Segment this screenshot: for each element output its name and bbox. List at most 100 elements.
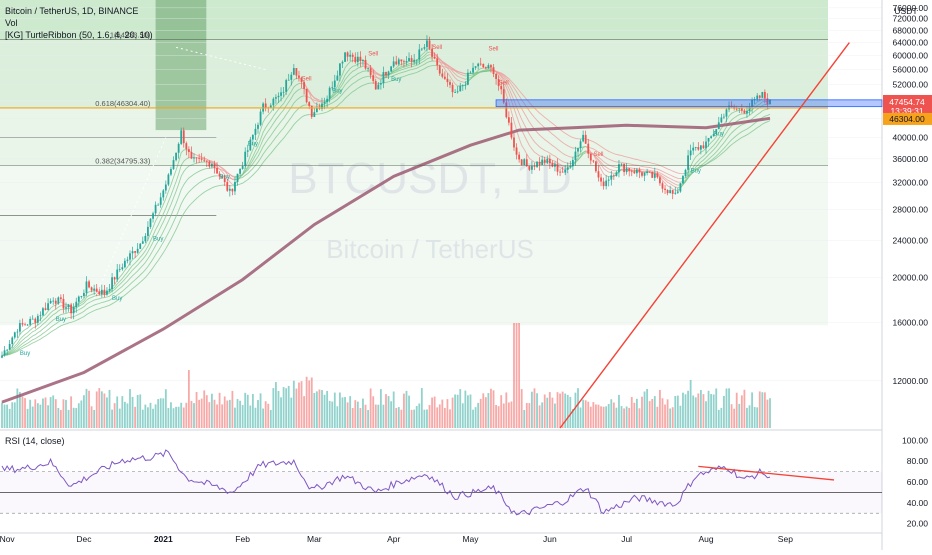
volume-bar bbox=[754, 407, 756, 428]
volume-bar bbox=[595, 404, 597, 428]
volume-bar bbox=[756, 407, 758, 428]
candle-body bbox=[342, 62, 344, 64]
volume-bar bbox=[224, 396, 226, 428]
candle-body bbox=[296, 68, 298, 76]
candle-body bbox=[73, 307, 75, 313]
candle-body bbox=[272, 99, 274, 106]
rsi-legend[interactable]: RSI (14, close) bbox=[5, 436, 65, 446]
candle-body bbox=[27, 325, 29, 326]
volume-bar bbox=[715, 388, 717, 428]
candle-body bbox=[546, 159, 548, 163]
candle-body bbox=[188, 149, 190, 152]
volume-bar bbox=[242, 405, 244, 428]
turtle-ribbon-legend[interactable]: [KG] TurtleRibbon (50, 1.6, 4, 20, 10) bbox=[5, 30, 153, 40]
candle-body bbox=[439, 65, 441, 73]
volume-bar bbox=[183, 408, 185, 428]
candle-body bbox=[700, 145, 702, 149]
watermark-name: Bitcoin / TetherUS bbox=[326, 234, 534, 264]
volume-bar bbox=[96, 391, 98, 428]
candle-body bbox=[334, 81, 336, 88]
candle-body bbox=[744, 111, 746, 114]
candle-body bbox=[708, 138, 710, 142]
volume-bar bbox=[147, 407, 149, 428]
volume-bar bbox=[705, 401, 707, 428]
volume-bar bbox=[55, 399, 57, 428]
volume-bar bbox=[600, 406, 602, 428]
candle-body bbox=[616, 172, 618, 176]
candle-body bbox=[680, 183, 682, 191]
candle-body bbox=[32, 319, 34, 320]
candle-body bbox=[682, 176, 684, 183]
candle-body bbox=[449, 82, 451, 85]
candle-body bbox=[447, 79, 449, 82]
time-tick-label: Mar bbox=[307, 534, 322, 544]
candle-body bbox=[495, 74, 497, 79]
candle-body bbox=[644, 173, 646, 176]
candle-body bbox=[106, 291, 108, 295]
volume-bar bbox=[19, 392, 21, 428]
candle-body bbox=[610, 175, 612, 179]
candle-body bbox=[357, 57, 359, 62]
volume-bar bbox=[188, 370, 190, 428]
highlight-column bbox=[156, 0, 207, 130]
volume-bar bbox=[257, 400, 259, 428]
volume-bar bbox=[393, 391, 395, 428]
volume-bar bbox=[687, 391, 689, 428]
volume-bar bbox=[32, 407, 34, 428]
candle-body bbox=[398, 59, 400, 64]
symbol-title[interactable]: Bitcoin / TetherUS, 1D, BINANCE bbox=[5, 6, 138, 16]
volume-bar bbox=[452, 398, 454, 428]
candle-body bbox=[585, 135, 587, 144]
candle-body bbox=[11, 338, 13, 344]
volume-bar bbox=[418, 404, 420, 428]
candle-body bbox=[34, 319, 36, 323]
volume-bar bbox=[585, 400, 587, 428]
time-tick-label: Feb bbox=[235, 534, 250, 544]
candle-body bbox=[674, 193, 676, 194]
candle-body bbox=[170, 169, 172, 175]
volume-bar bbox=[767, 400, 769, 428]
candle-body bbox=[293, 68, 295, 75]
volume-bar bbox=[219, 393, 221, 428]
candle-body bbox=[134, 251, 136, 253]
candle-body bbox=[761, 92, 763, 98]
volume-bar bbox=[710, 394, 712, 428]
volume-bar bbox=[677, 396, 679, 428]
target-zone-middle bbox=[0, 40, 828, 108]
volume-bar bbox=[534, 388, 536, 428]
volume-bar bbox=[626, 406, 628, 428]
candle-body bbox=[55, 301, 57, 304]
candle-body bbox=[203, 160, 205, 161]
volume-bar bbox=[718, 410, 720, 428]
time-tick-label: Jun bbox=[543, 534, 557, 544]
candle-body bbox=[88, 281, 90, 287]
candle-body bbox=[252, 135, 254, 140]
volume-bar bbox=[493, 390, 495, 428]
candle-body bbox=[472, 68, 474, 73]
candle-body bbox=[142, 241, 144, 243]
candle-body bbox=[462, 85, 464, 86]
volume-bar bbox=[623, 408, 625, 428]
time-tick-label: 2021 bbox=[154, 534, 173, 544]
volume-bar bbox=[101, 391, 103, 428]
candle-body bbox=[429, 40, 431, 48]
candle-body bbox=[19, 323, 21, 332]
volume-legend[interactable]: Vol bbox=[5, 18, 18, 28]
volume-bar bbox=[390, 401, 392, 428]
candle-body bbox=[749, 107, 751, 111]
candle-body bbox=[362, 60, 364, 61]
volume-bar bbox=[265, 401, 267, 428]
candle-body bbox=[697, 147, 699, 150]
price-tick-label: 52000.00 bbox=[893, 80, 929, 90]
candle-body bbox=[595, 161, 597, 171]
candle-body bbox=[493, 67, 495, 74]
candle-body bbox=[477, 64, 479, 67]
volume-bar bbox=[4, 405, 6, 428]
volume-bar bbox=[436, 407, 438, 428]
candle-body bbox=[677, 191, 679, 192]
candle-body bbox=[80, 296, 82, 297]
buy-signal-label: Buy bbox=[220, 174, 230, 180]
volume-bar bbox=[193, 403, 195, 428]
candle-body bbox=[559, 172, 561, 173]
